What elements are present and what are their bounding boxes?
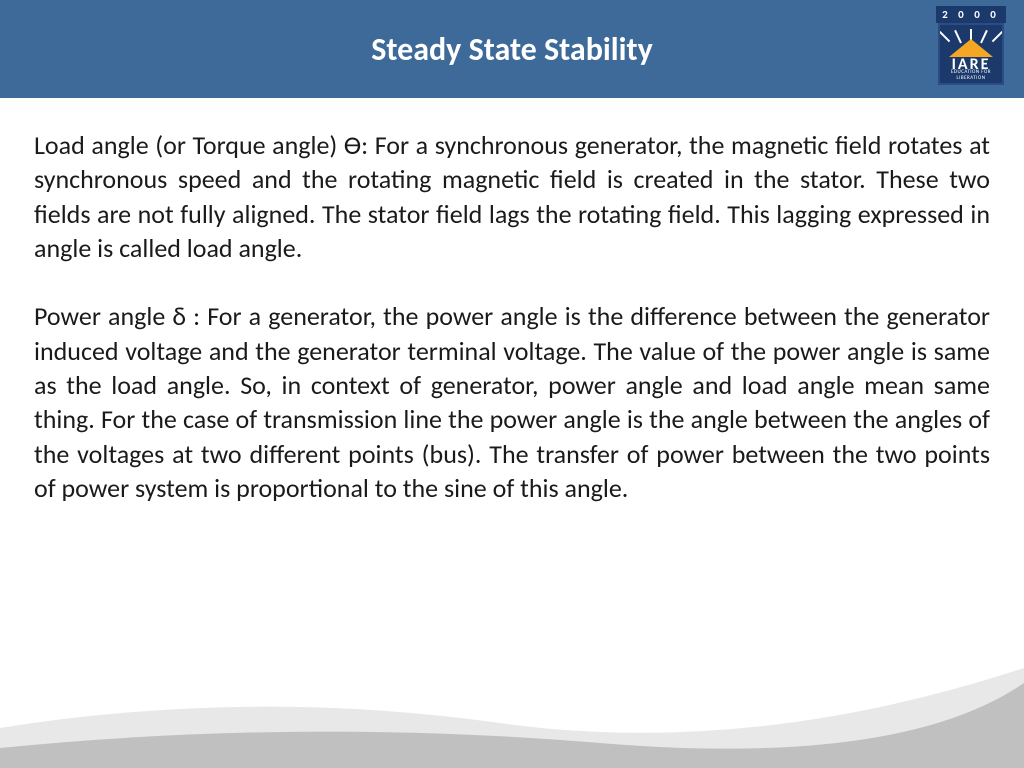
slide-header: Steady State Stability 2 0 0 0 IARE EDUC…: [0, 0, 1024, 98]
sun-icon: [949, 39, 993, 57]
paragraph-load-angle: Load angle (or Torque angle) Ө: For a sy…: [34, 128, 990, 265]
slide-title: Steady State Stability: [371, 30, 652, 69]
paragraph-power-angle: Power angle δ : For a generator, the pow…: [34, 299, 990, 505]
slide-body: Load angle (or Torque angle) Ө: For a sy…: [0, 98, 1024, 505]
institution-logo: 2 0 0 0 IARE EDUCATION FOR LIBERATION: [936, 6, 1006, 90]
logo-year: 2 0 0 0: [936, 6, 1006, 23]
wave-light: [0, 668, 1024, 768]
logo-badge: IARE EDUCATION FOR LIBERATION: [938, 23, 1004, 85]
wave-dark: [0, 683, 1024, 768]
footer-wave-decoration: [0, 628, 1024, 768]
logo-tagline: EDUCATION FOR LIBERATION: [940, 69, 1002, 81]
